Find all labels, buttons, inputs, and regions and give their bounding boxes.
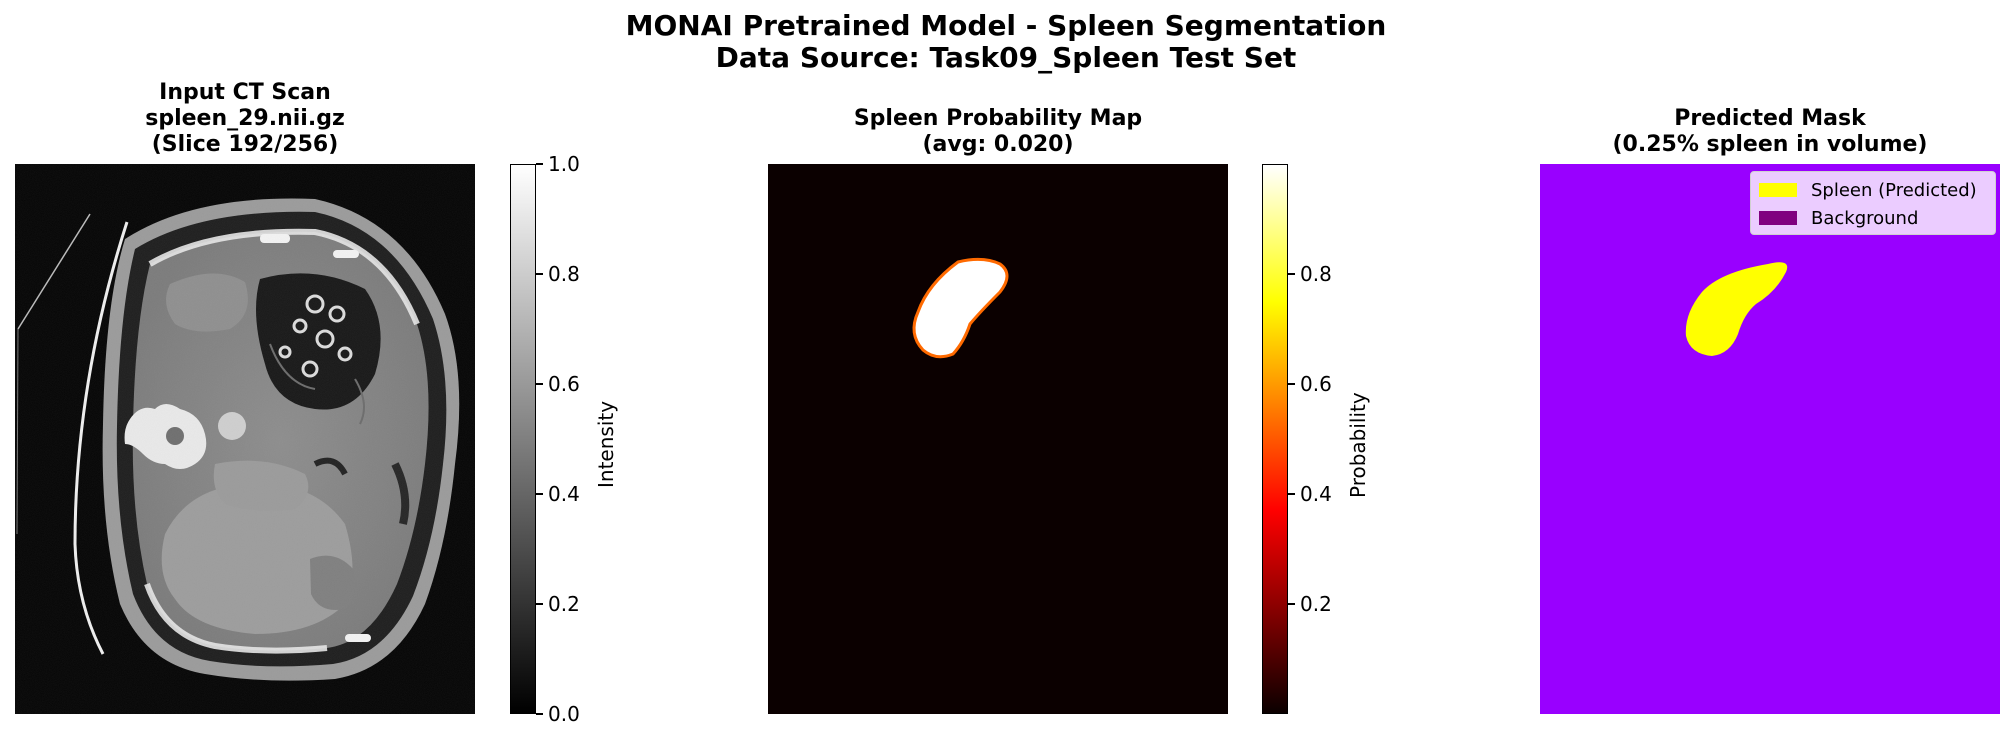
- probability-tick-label: 0.4: [1300, 482, 1332, 506]
- prob-panel-title: Spleen Probability Map (avg: 0.020): [768, 106, 1228, 158]
- mask-panel-title: Predicted Mask (0.25% spleen in volume): [1540, 106, 2000, 158]
- intensity-tick-label: 0.2: [548, 592, 580, 616]
- intensity-tick-label: 0.4: [548, 482, 580, 506]
- intensity-tick-mark: [536, 163, 543, 165]
- probability-colorbar-label: Probability: [1346, 392, 1370, 498]
- background-swatch: [1759, 211, 1797, 225]
- intensity-tick-mark: [536, 713, 543, 715]
- intensity-tick-label: 0.8: [548, 262, 580, 286]
- probability-tick-mark: [1288, 603, 1295, 605]
- ct-title-line-1: Input CT Scan: [159, 80, 331, 105]
- intensity-tick-mark: [536, 383, 543, 385]
- legend-entry-spleen: Spleen (Predicted): [1759, 178, 1977, 202]
- ct-panel-title: Input CT Scan spleen_29.nii.gz (Slice 19…: [15, 80, 475, 158]
- probability-map-image: [768, 164, 1228, 714]
- legend-label-spleen: Spleen (Predicted): [1811, 179, 1977, 201]
- intensity-tick-mark: [536, 493, 543, 495]
- prob-title-line-2: (avg: 0.020): [922, 132, 1074, 157]
- mask-legend: Spleen (Predicted) Background: [1750, 171, 1996, 235]
- intensity-colorbar-label: Intensity: [594, 400, 618, 488]
- probability-tick-mark: [1288, 383, 1295, 385]
- probability-colorbar: [1262, 164, 1288, 714]
- probability-tick-label: 0.6: [1300, 372, 1332, 396]
- legend-entry-background: Background: [1759, 206, 1918, 230]
- figure-title-line-1: MONAI Pretrained Model - Spleen Segmenta…: [625, 9, 1387, 42]
- intensity-colorbar: [510, 164, 536, 714]
- figure-title-line-2: Data Source: Task09_Spleen Test Set: [715, 41, 1297, 74]
- spleen-probability-region: [912, 257, 1009, 359]
- figure-title: MONAI Pretrained Model - Spleen Segmenta…: [0, 10, 2012, 74]
- probability-tick-label: 0.8: [1300, 262, 1332, 286]
- probability-tick-label: 0.2: [1300, 592, 1332, 616]
- probability-tick-mark: [1288, 493, 1295, 495]
- prob-title-line-1: Spleen Probability Map: [853, 106, 1143, 131]
- ct-title-line-3: (Slice 192/256): [151, 132, 339, 157]
- intensity-tick-label: 0.0: [548, 702, 580, 726]
- spleen-mask-region: [1685, 262, 1788, 356]
- mask-title-line-1: Predicted Mask: [1674, 106, 1866, 131]
- intensity-tick-mark: [536, 603, 543, 605]
- probability-tick-mark: [1288, 273, 1295, 275]
- intensity-tick-label: 0.6: [548, 372, 580, 396]
- intensity-tick-label: 1.0: [548, 152, 580, 176]
- intensity-tick-mark: [536, 273, 543, 275]
- ct-scan-image: [15, 164, 475, 714]
- spleen-swatch: [1759, 183, 1797, 197]
- predicted-mask-image: [1540, 164, 2000, 714]
- legend-label-background: Background: [1811, 207, 1919, 229]
- ct-title-line-2: spleen_29.nii.gz: [145, 106, 345, 131]
- mask-title-line-2: (0.25% spleen in volume): [1612, 132, 1928, 157]
